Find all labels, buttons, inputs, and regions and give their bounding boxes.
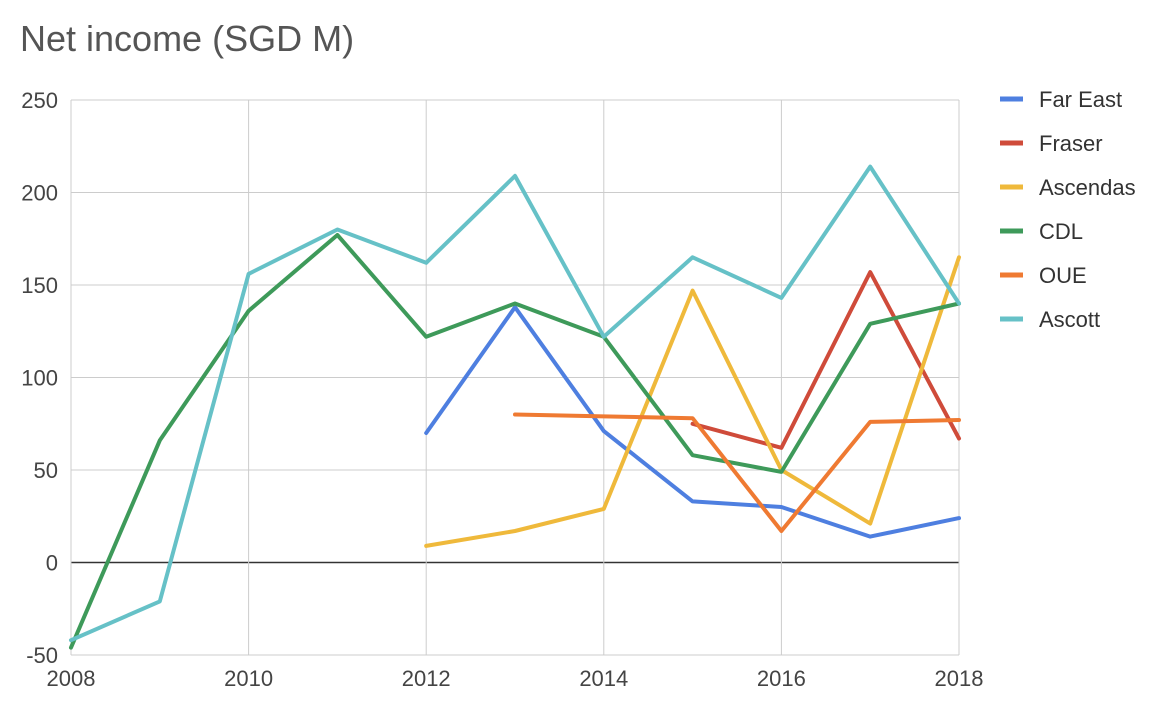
series-line-ascott [69, 164, 961, 643]
series-line-ascendas [424, 255, 961, 548]
grid-layer [70, 99, 960, 656]
x-tick-label: 2016 [757, 666, 806, 691]
y-tick-label: 50 [34, 458, 58, 483]
axis-layer: -50 0 50 100 150 200 250 2008 2010 2012 2014 2016 20… [21, 88, 983, 691]
legend-label-ascott: Ascott [1039, 307, 1100, 332]
legend-label-fraser: Fraser [1039, 131, 1103, 156]
legend-label-far-east: Far East [1039, 87, 1122, 112]
y-tick-label: 0 [46, 551, 58, 576]
x-tick-label: 2008 [47, 666, 96, 691]
series-line-far-east [424, 305, 961, 539]
legend-label-cdl: CDL [1039, 219, 1083, 244]
series-line-fraser [690, 270, 961, 450]
series-line-oue [513, 412, 961, 533]
y-tick-label: 150 [21, 273, 58, 298]
legend-label-ascendas: Ascendas [1039, 175, 1136, 200]
x-tick-label: 2012 [402, 666, 451, 691]
y-tick-label: -50 [26, 643, 58, 668]
chart-title: Net income (SGD M) [20, 18, 355, 59]
x-tick-label: 2018 [935, 666, 984, 691]
x-tick-label: 2010 [224, 666, 273, 691]
legend: Far East Fraser Ascendas CDL OUE Ascott [1000, 87, 1136, 332]
series-line-cdl [69, 233, 961, 650]
y-tick-label: 250 [21, 88, 58, 113]
x-tick-label: 2014 [579, 666, 628, 691]
y-tick-label: 200 [21, 181, 58, 206]
legend-label-oue: OUE [1039, 263, 1087, 288]
y-tick-label: 100 [21, 366, 58, 391]
series-layer [69, 164, 961, 650]
